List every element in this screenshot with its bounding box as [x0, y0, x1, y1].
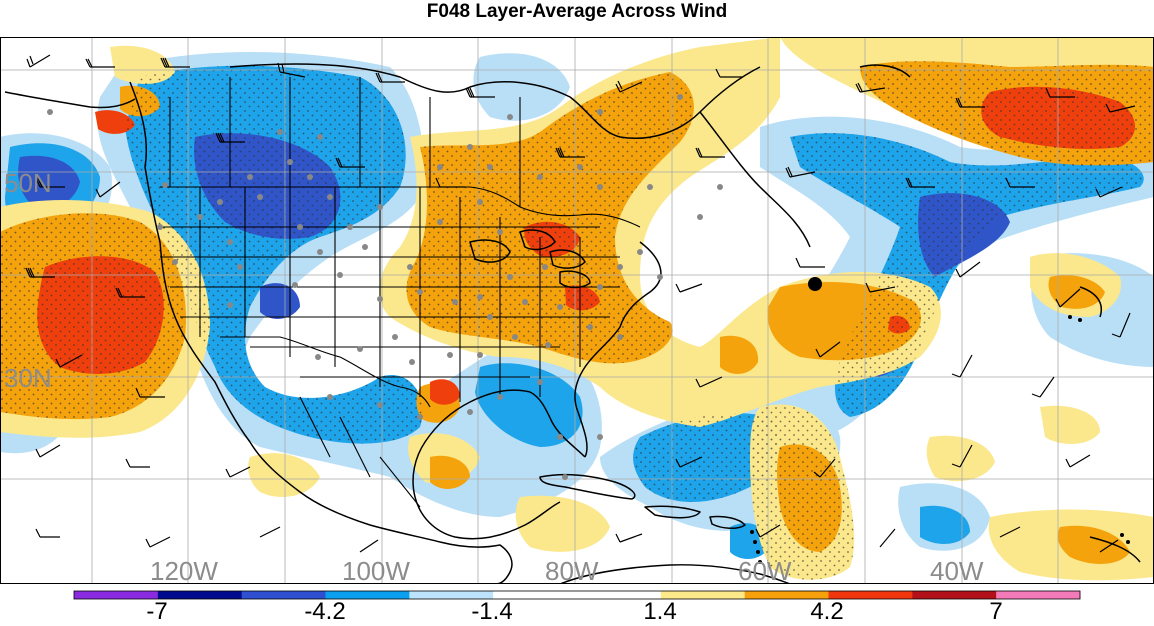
colorbar-tick-label: 4.2	[810, 598, 843, 621]
colorbar-swatch	[744, 591, 829, 599]
colorbar-swatch	[577, 591, 662, 599]
graticule	[1, 38, 1153, 583]
lat-label-30n: 30N	[4, 363, 52, 393]
colorbar-outline	[73, 590, 1081, 600]
colorbar-swatch	[409, 591, 494, 599]
stippling-layer	[1, 61, 1153, 580]
lon-label-60w: 60W	[738, 556, 792, 584]
lat-label-50n: 50N	[4, 168, 52, 198]
marker-dot	[808, 277, 822, 291]
colorbar-tick-label: -1.4	[471, 598, 512, 621]
island-dots	[750, 315, 1130, 564]
map-panel: 50N 30N 120W 100W 80W 60W 40W	[0, 37, 1154, 584]
coastlines-and-borders	[4, 63, 1141, 583]
colorbar-tick-label: 7	[989, 598, 1002, 621]
map-svg: 50N 30N 120W 100W 80W 60W 40W	[0, 37, 1154, 584]
colorbar: -7 -4.2 -1.4 1.4 4.2 7	[0, 584, 1154, 625]
observation-stations	[47, 94, 723, 480]
lon-label-120w: 120W	[150, 556, 218, 584]
map-title: F048 Layer-Average Across Wind	[426, 1, 728, 22]
wind-barbs	[25, 54, 1136, 553]
colorbar-swatch	[157, 591, 243, 599]
colorbar-swatch	[828, 591, 913, 599]
lon-label-80w: 80W	[545, 556, 599, 584]
colorbar-swatch	[493, 591, 578, 599]
colorbar-swatches	[74, 591, 1081, 599]
colorbar-svg: -7 -4.2 -1.4 1.4 4.2 7	[73, 590, 1081, 625]
colorbar-tick-label: -7	[146, 598, 167, 621]
lon-label-100w: 100W	[342, 556, 410, 584]
lon-label-40w: 40W	[930, 556, 984, 584]
colorbar-swatch	[912, 591, 997, 599]
colorbar-tick-label: -4.2	[304, 598, 345, 621]
political-borders	[160, 77, 641, 508]
colorbar-swatch	[74, 591, 159, 599]
colorbar-swatch	[996, 591, 1081, 599]
colorbar-swatch	[660, 591, 746, 599]
colorbar-tick-label: 1.4	[643, 598, 676, 621]
colorbar-swatch	[325, 591, 410, 599]
colorbar-swatch	[241, 591, 326, 599]
